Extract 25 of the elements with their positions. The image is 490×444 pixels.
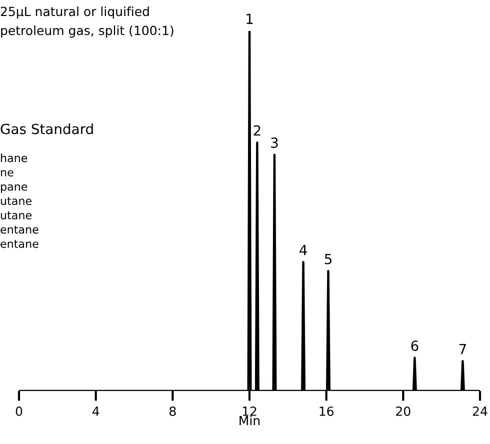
annotation: pane	[1, 184, 28, 193]
x-tick-label: 8	[170, 406, 176, 416]
annotation: 1	[246, 14, 253, 24]
text: ne	[1, 170, 14, 176]
text: 25µL natural or liquified	[0, 6, 149, 19]
annotation: 3	[271, 137, 278, 148]
x-axis-title: Min	[240, 416, 260, 426]
x-tick-label: 0	[16, 406, 22, 416]
annotation: utane	[0, 211, 32, 220]
x-tick-label: 20	[396, 406, 410, 416]
annotation: utane	[0, 197, 32, 206]
annotation: 2	[254, 125, 260, 136]
x-tick-label: 4	[92, 406, 100, 416]
x-tick-label: 16	[320, 406, 334, 416]
x-tick-label: 12	[242, 406, 256, 416]
annotation: entane	[0, 240, 38, 248]
x-tick-label: 24	[472, 406, 488, 416]
annotation: 7	[459, 344, 466, 354]
annotation: entane	[0, 226, 38, 234]
annotation: petroleum gas, split (100:1)	[1, 26, 174, 38]
annotation: Gas Standard	[0, 123, 93, 134]
annotation: 4	[300, 244, 307, 256]
annotation: 5	[324, 254, 332, 264]
annotation: hane	[1, 154, 28, 162]
annotation: 6	[411, 340, 418, 352]
